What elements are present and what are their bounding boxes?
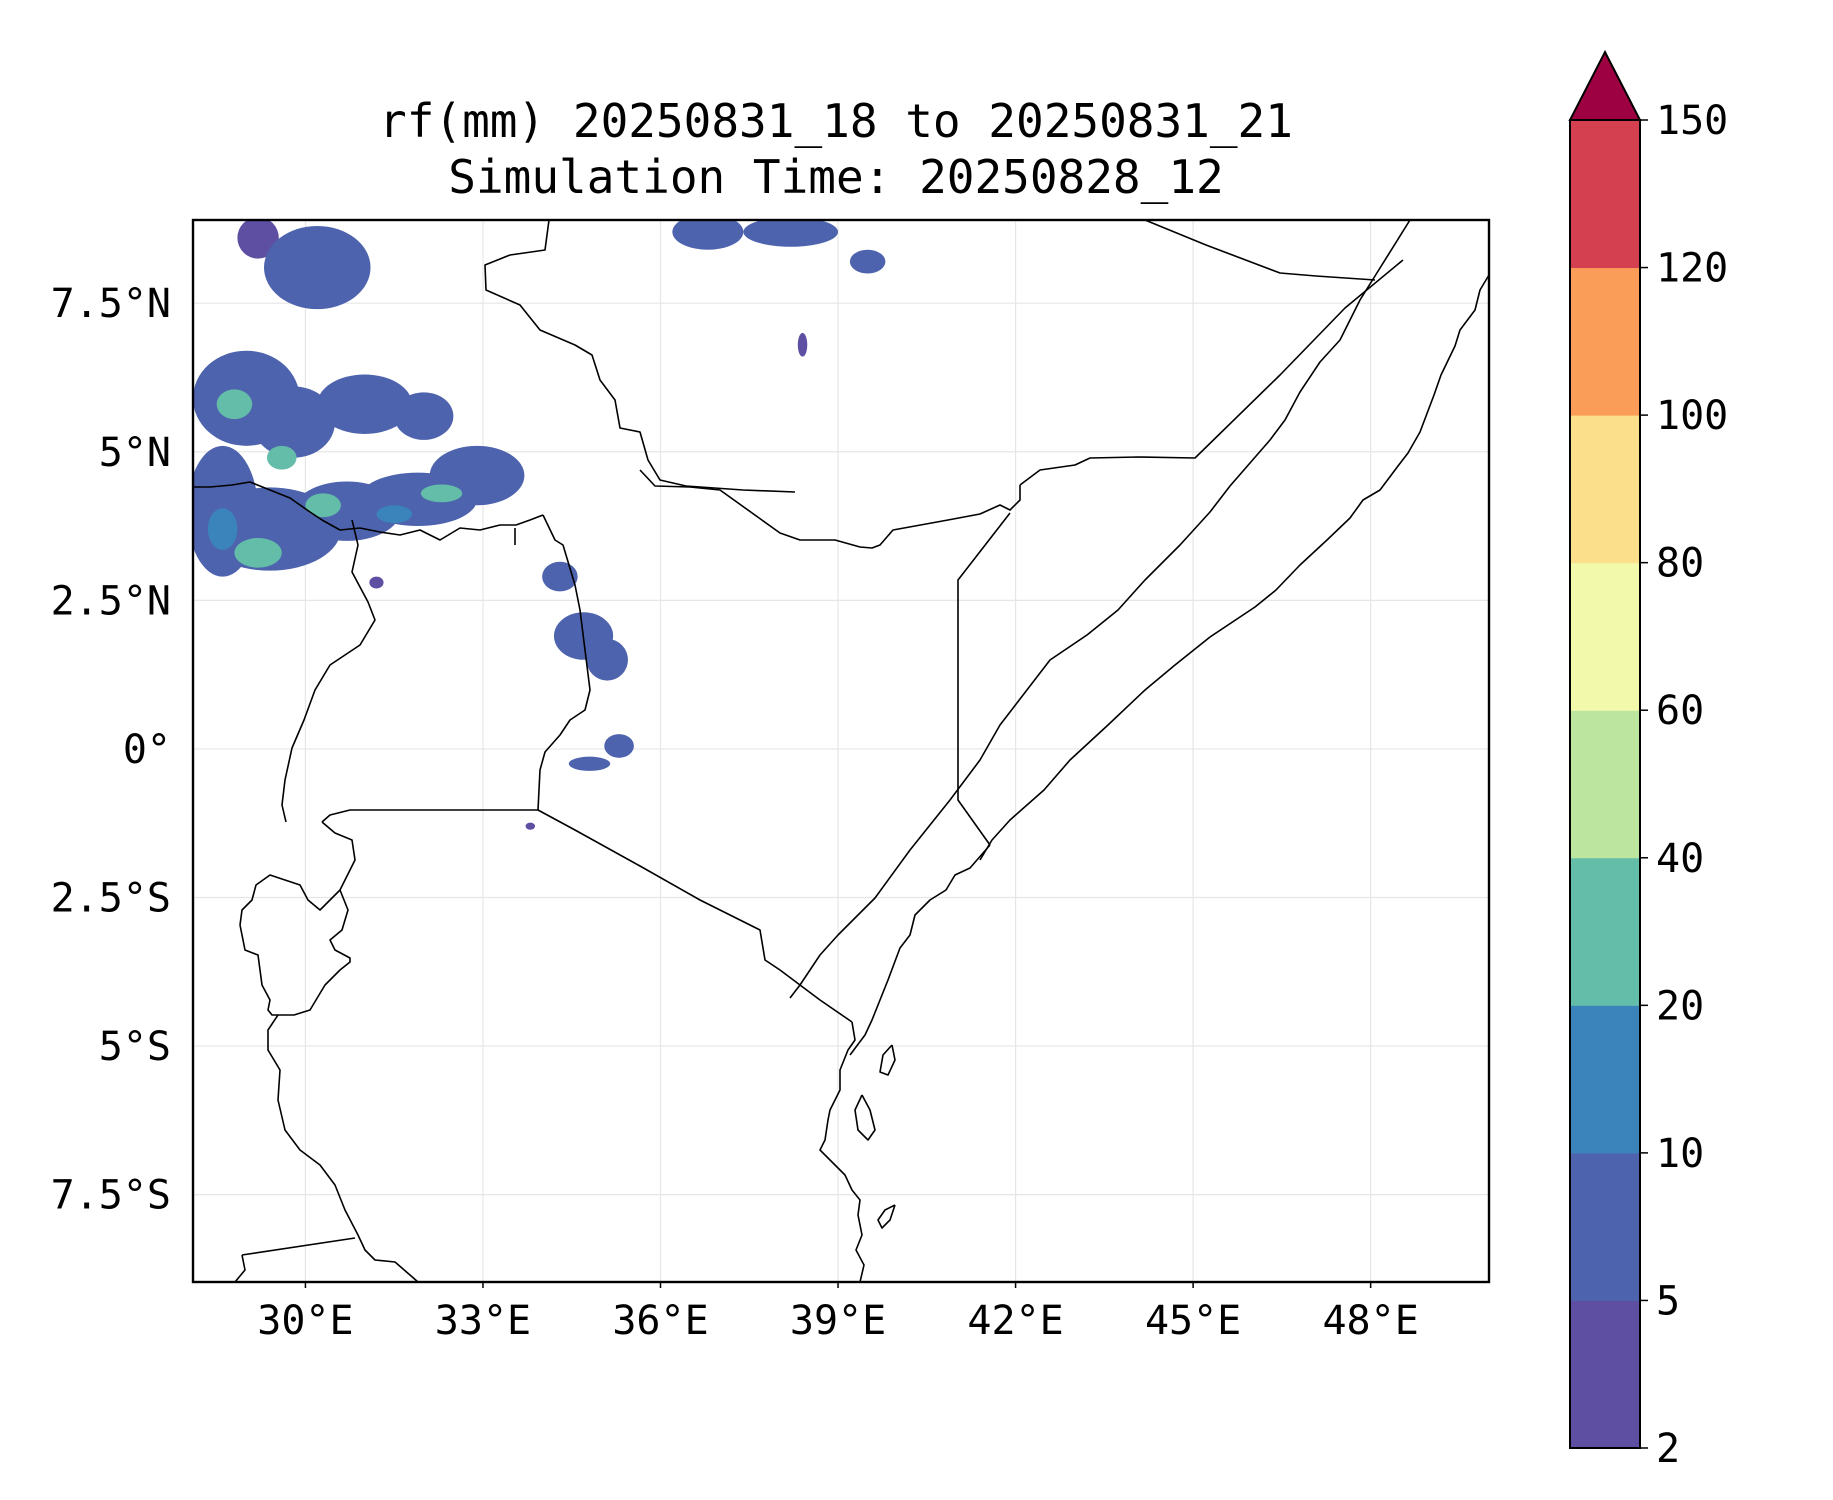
x-tick-label: 39°E [790, 1298, 886, 1344]
colorbar-frame [1569, 119, 1641, 1449]
rain-patch [394, 392, 454, 440]
rwanda-burundi-outline [239, 821, 356, 926]
rain-patch [672, 220, 744, 250]
colorbar-segment [1570, 1152, 1640, 1301]
colorbar-segment [1570, 1300, 1640, 1449]
djibouti-somalia-line [1315, 275, 1376, 281]
rain-patch [234, 537, 282, 568]
colorbar-tick-label: 150 [1656, 98, 1728, 144]
x-tick-label: 48°E [1322, 1298, 1418, 1344]
uganda-kenya-border [537, 514, 591, 811]
rain-patch [207, 508, 238, 550]
y-tick-label: 7.5°N [51, 281, 171, 327]
rain-patch [266, 445, 297, 470]
lake-tanganyika-shore [267, 1014, 419, 1282]
somalia-horn-coast [979, 274, 1489, 861]
pemba-island [879, 1044, 896, 1076]
rain-patch [216, 389, 253, 420]
rain-patch [525, 822, 536, 830]
y-tick-label: 7.5°S [51, 1173, 171, 1219]
rain-patch [797, 332, 808, 357]
map-panel [191, 218, 1491, 1284]
y-tick-label: 2.5°N [51, 578, 171, 624]
rain-patch [317, 374, 412, 434]
kenya-somalia-border [957, 512, 1011, 846]
map-frame [191, 218, 1491, 1284]
somalia-coast [789, 220, 1411, 999]
kenya-tanzania-border [537, 809, 853, 1023]
colorbar-segment [1570, 562, 1640, 711]
rain-patch [568, 756, 611, 771]
ethiopia-kenya-border [639, 469, 1021, 549]
x-tick-label: 42°E [967, 1298, 1063, 1344]
y-tick-label: 5°S [99, 1024, 171, 1070]
y-tick-label: 5°N [99, 430, 171, 476]
zambia-border-lower [234, 1254, 246, 1282]
colorbar: 2 5 10 20 40 60 80 100 120 150 [1568, 49, 1728, 1472]
colorbar-segment [1570, 1005, 1640, 1154]
rain-patch [420, 484, 463, 503]
rain-patch [369, 576, 384, 589]
uganda-drc-border [281, 519, 376, 823]
ethiopia-eritrea-djibouti-border [1144, 220, 1317, 277]
zanzibar-island [854, 1094, 876, 1141]
colorbar-segment [1570, 120, 1640, 269]
gridlines [193, 220, 1489, 1282]
colorbar-segment [1570, 710, 1640, 859]
mafia-island [877, 1204, 896, 1229]
colorbar-tick-label: 20 [1656, 983, 1704, 1029]
ethiopia-somalia-border [1019, 259, 1404, 486]
title-line-1: rf(mm) 20250831_18 to 20250831_21 [379, 94, 1293, 148]
colorbar-tick-label: 5 [1656, 1278, 1680, 1324]
colorbar-tick-label: 120 [1656, 246, 1728, 292]
zambia-tanzania-border [241, 1237, 356, 1256]
colorbar-tick-label: 40 [1656, 836, 1704, 882]
burundi-tanzania-border [278, 889, 351, 1016]
drc-tanzania-lake-border [239, 924, 278, 1016]
country-borders [193, 220, 1489, 1282]
y-tick-label: 0° [123, 727, 171, 773]
tanzania-uganda-border [321, 809, 538, 823]
colorbar-tick-label: 80 [1656, 541, 1704, 587]
y-tick-label: 2.5°S [51, 875, 171, 921]
rain-patch [237, 220, 279, 259]
rainfall-field [193, 220, 886, 830]
rain-patch [305, 493, 341, 518]
x-tick-label: 36°E [612, 1298, 708, 1344]
x-axis-ticks: 30°E 33°E 36°E 39°E 42°E 45°E 48°E [257, 1282, 1419, 1344]
colorbar-tick-label: 2 [1656, 1426, 1680, 1472]
rain-patch [586, 638, 628, 681]
rain-patch [743, 220, 839, 247]
rain-patch [264, 225, 371, 310]
title-line-2: Simulation Time: 20250828_12 [448, 150, 1223, 204]
rain-patch [252, 386, 336, 458]
rain-patch [358, 472, 478, 527]
rain-patch [542, 561, 578, 592]
sudan-south-sudan-ethiopia-border [484, 220, 796, 493]
x-tick-label: 45°E [1145, 1298, 1241, 1344]
rain-patch [849, 249, 886, 274]
x-tick-label: 33°E [435, 1298, 531, 1344]
rain-patch [604, 734, 634, 758]
rain-patch [376, 505, 412, 524]
colorbar-tick-label: 100 [1656, 393, 1728, 439]
colorbar-segment [1570, 857, 1640, 1006]
colorbar-segment [1570, 267, 1640, 416]
south-sudan-uganda-border [193, 481, 544, 541]
colorbar-tick-label: 10 [1656, 1131, 1704, 1177]
colorbar-extend-arrow [1568, 49, 1642, 121]
y-axis-ticks: 7.5°N 5°N 2.5°N 0° 2.5°S 5°S 7.5°S [51, 281, 171, 1218]
x-tick-label: 30°E [257, 1298, 353, 1344]
tanzania-coast [819, 1021, 865, 1282]
colorbar-tick-label: 60 [1656, 688, 1704, 734]
kenya-coast [849, 844, 991, 1056]
colorbar-segment [1570, 415, 1640, 564]
